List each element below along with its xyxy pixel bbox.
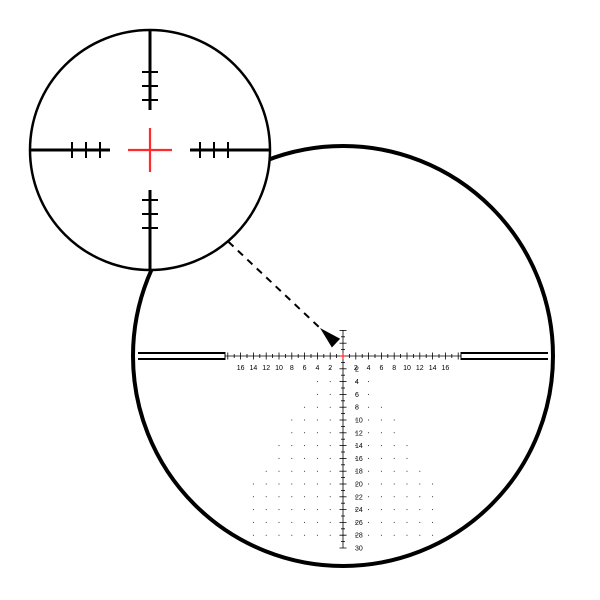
v-tick-label: 16 — [355, 456, 363, 463]
v-tick-label: 20 — [355, 482, 363, 489]
h-tick-label: 6 — [379, 365, 383, 372]
h-tick-label: 14 — [429, 365, 437, 372]
v-tick-label: 24 — [355, 507, 363, 514]
v-tick-label: 14 — [355, 443, 363, 450]
h-tick-label: 10 — [275, 365, 283, 372]
h-tick-label: 14 — [250, 365, 258, 372]
v-tick-label: 26 — [355, 520, 363, 527]
h-tick-label: 10 — [403, 365, 411, 372]
h-tick-label: 6 — [303, 365, 307, 372]
v-tick-label: 18 — [355, 469, 363, 476]
h-tick-label: 8 — [290, 365, 294, 372]
h-tick-label: 4 — [367, 365, 371, 372]
inset-scope — [30, 30, 270, 270]
v-tick-label: 22 — [355, 494, 363, 501]
v-tick-label: 8 — [355, 405, 359, 412]
h-tick-label: 12 — [416, 365, 424, 372]
v-tick-label: 2 — [355, 366, 359, 373]
h-tick-label: 16 — [442, 365, 450, 372]
v-tick-label: 12 — [355, 430, 363, 437]
v-tick-label: 28 — [355, 533, 363, 540]
h-tick-label: 16 — [237, 365, 245, 372]
h-tick-label: 8 — [392, 365, 396, 372]
reticle-model-label: SFP-1824 — [441, 547, 473, 554]
v-tick-label: 6 — [355, 392, 359, 399]
v-tick-label: 4 — [355, 379, 359, 386]
h-tick-label: 12 — [262, 365, 270, 372]
v-tick-label: 10 — [355, 418, 363, 425]
h-tick-label: 4 — [315, 365, 319, 372]
v-tick-label: 30 — [355, 546, 363, 553]
